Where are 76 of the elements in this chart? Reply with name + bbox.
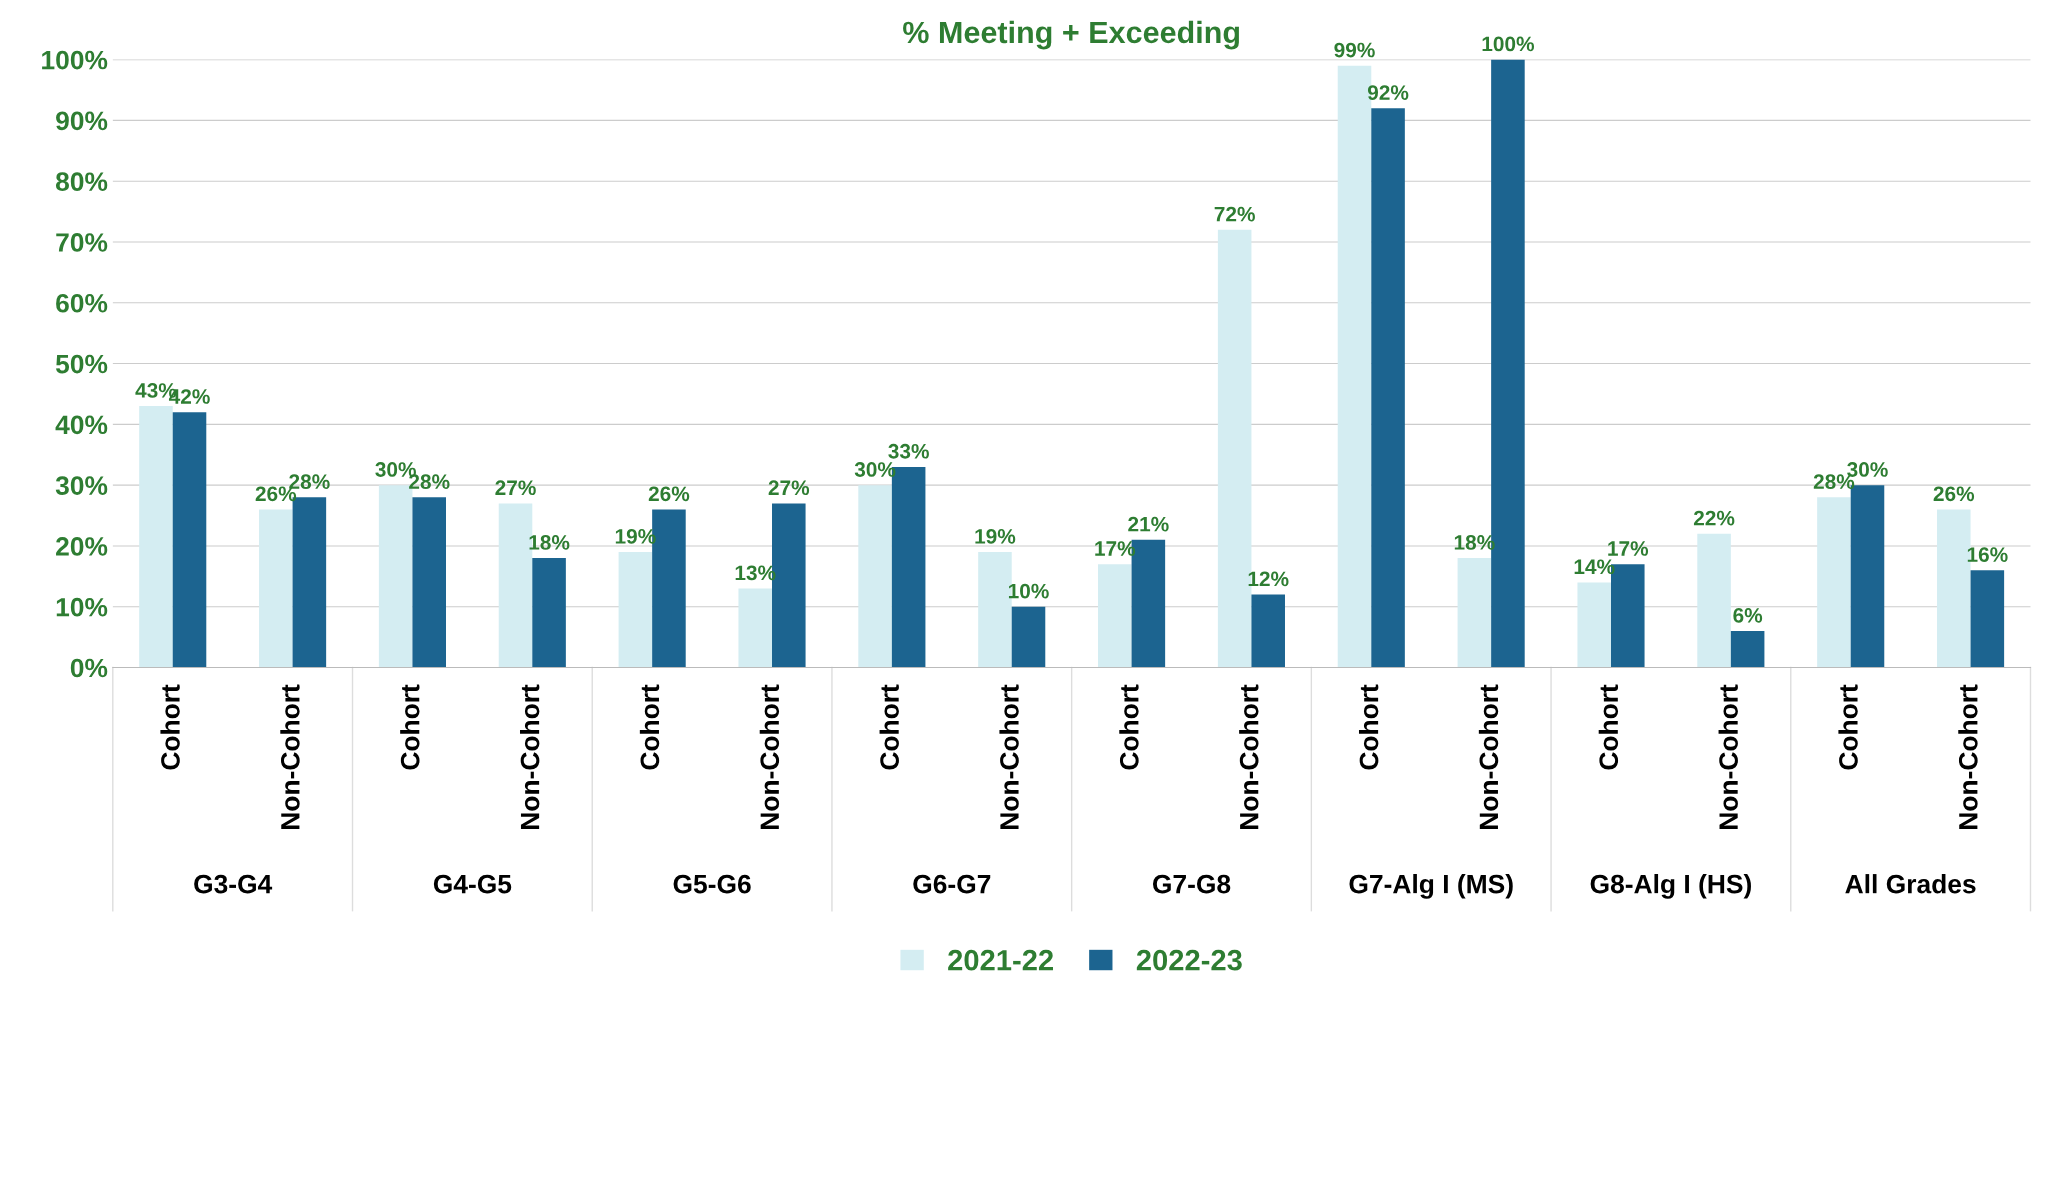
data-label: 19%: [975, 528, 1016, 544]
x-tick-label: Cohort: [160, 684, 180, 770]
data-label: 18%: [529, 535, 570, 550]
legend-label: 2021-22: [948, 949, 1053, 971]
bar: [1817, 497, 1851, 668]
bar: [1577, 582, 1611, 668]
bar: [858, 485, 892, 668]
x-tick-label: Non-Cohort: [520, 684, 540, 829]
data-label: 10%: [1008, 583, 1049, 599]
data-label: 17%: [1608, 541, 1649, 556]
y-tick-label: 50%: [55, 354, 108, 374]
text: G5-G6: [673, 874, 751, 894]
x-tick-label: Non-Cohort: [999, 684, 1019, 829]
data-label: 100%: [1482, 36, 1535, 52]
bar: [1371, 108, 1405, 668]
x-tick-label: Cohort: [1119, 684, 1139, 770]
text: G7-Alg I (MS): [1349, 874, 1513, 899]
text: G6-G7: [913, 874, 991, 894]
legend-label: 2022-23: [1136, 949, 1242, 971]
bar: [139, 406, 173, 668]
x-tick-label: Cohort: [639, 684, 660, 770]
data-label: 26%: [1933, 486, 1975, 502]
y-tick-label: 80%: [55, 172, 108, 192]
x-tick-label: Non-Cohort: [759, 684, 780, 829]
data-label: 92%: [1367, 85, 1409, 100]
bar: [172, 412, 207, 668]
y-tick-label: 100%: [42, 50, 108, 70]
bar: [1730, 631, 1765, 668]
y-tick-label: 0%: [70, 658, 108, 678]
data-label: 21%: [1128, 516, 1169, 532]
x-tick-label: Non-Cohort: [1958, 684, 1978, 829]
data-label: 99%: [1334, 42, 1375, 58]
bar: [1098, 564, 1132, 668]
text: All Grades: [1845, 874, 1976, 894]
data-label: 30%: [854, 462, 896, 477]
x-tick-label: Non-Cohort: [1478, 684, 1499, 829]
bar: [532, 558, 566, 668]
y-tick-label: 40%: [55, 415, 108, 435]
y-tick-label: 10%: [56, 597, 108, 617]
x-tick-label: Cohort: [1598, 684, 1619, 770]
y-tick-label: 30%: [55, 476, 108, 495]
bar: [1457, 558, 1492, 668]
bar: [1970, 570, 2005, 668]
text: G3-G4: [194, 874, 273, 894]
data-label: 16%: [1967, 547, 2008, 562]
data-label: 33%: [888, 443, 929, 459]
x-tick-label: Cohort: [400, 684, 420, 770]
y-tick-label: 90%: [56, 111, 108, 131]
bar: [1697, 533, 1731, 668]
data-label: 12%: [1248, 571, 1289, 587]
bar: [412, 497, 446, 668]
y-tick-label: 70%: [56, 233, 108, 252]
data-label: 14%: [1574, 559, 1615, 575]
x-tick-label: Cohort: [1838, 684, 1858, 770]
text: G7-G8: [1152, 874, 1231, 894]
data-label: 72%: [1214, 206, 1255, 222]
data-label: 22%: [1693, 510, 1735, 526]
x-tick-label: Non-Cohort: [280, 684, 300, 829]
y-tick-label: 20%: [56, 537, 108, 556]
data-label: 6%: [1733, 608, 1763, 623]
data-label: 26%: [648, 486, 690, 502]
text: G8-Alg I (HS): [1590, 874, 1751, 899]
text: G4-G5: [433, 874, 512, 894]
bar: [738, 588, 773, 668]
bar: [259, 509, 293, 668]
bar: [1251, 594, 1285, 668]
x-tick-label: Non-Cohort: [1718, 684, 1738, 829]
bar: [618, 552, 653, 668]
data-label: 27%: [768, 480, 810, 496]
x-tick-label: Cohort: [879, 684, 899, 770]
data-label: 27%: [495, 480, 536, 496]
x-tick-label: Non-Cohort: [1239, 684, 1259, 829]
y-tick-label: 60%: [56, 293, 108, 313]
bar: [1011, 606, 1046, 668]
chart-title: % Meeting + Exceeding: [903, 20, 1239, 50]
x-tick-label: Cohort: [1358, 684, 1379, 770]
